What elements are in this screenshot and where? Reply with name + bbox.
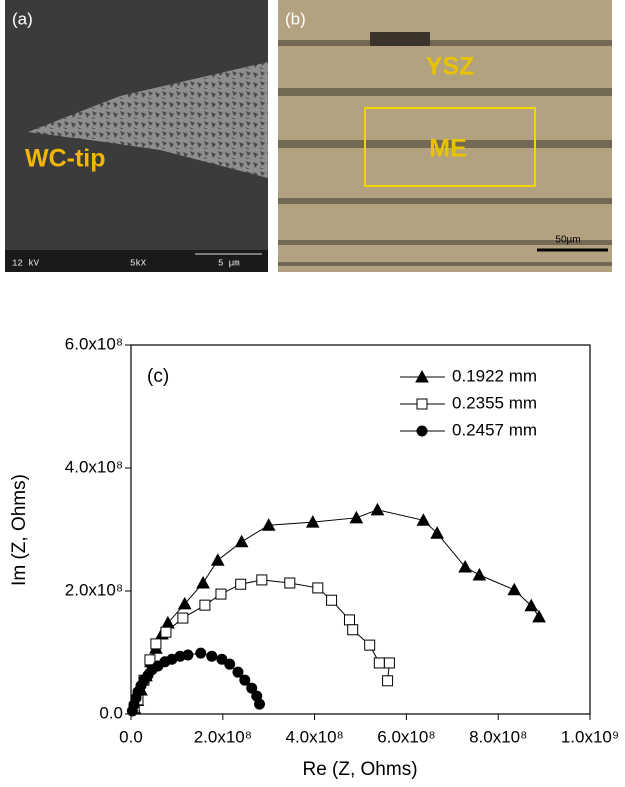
info-bar xyxy=(5,250,268,272)
marker xyxy=(150,638,162,650)
panel-label: (a) xyxy=(12,9,33,28)
sem-info: 5 µm xyxy=(218,258,240,268)
x-tick-label: 4.0x10⁸ xyxy=(285,727,343,746)
marker xyxy=(196,575,210,589)
y-axis-label: Im (Z, Ohms) xyxy=(9,474,30,586)
marker xyxy=(364,639,376,651)
series-line xyxy=(133,579,390,709)
x-tick-label: 1.0x10⁹ xyxy=(561,727,619,746)
marker xyxy=(472,567,487,581)
marker xyxy=(524,598,539,612)
panel-label: (b) xyxy=(285,9,306,28)
marker xyxy=(383,657,395,669)
marker xyxy=(215,588,227,600)
panel-b: (b) YSZ ME 50µm xyxy=(278,0,612,272)
x-tick-label: 6.0x10⁸ xyxy=(377,727,435,746)
marker xyxy=(210,553,225,566)
tip-label: WC-tip xyxy=(25,145,106,173)
marker xyxy=(235,578,247,590)
marker xyxy=(347,624,359,636)
defect xyxy=(370,32,430,46)
marker xyxy=(182,649,194,661)
marker xyxy=(343,614,355,626)
marker xyxy=(177,612,189,624)
marker xyxy=(177,596,192,610)
marker xyxy=(349,510,364,524)
sem-info: 12 kV xyxy=(12,258,40,268)
marker xyxy=(199,599,211,611)
scale-label: 50µm xyxy=(555,235,580,246)
legend-label: 0.1922 mm xyxy=(452,366,537,385)
marker xyxy=(373,657,385,669)
marker xyxy=(261,518,276,531)
legend-marker xyxy=(416,398,428,410)
legend-label: 0.2457 mm xyxy=(452,420,537,439)
legend-marker xyxy=(415,369,429,383)
region-label: YSZ xyxy=(426,53,475,81)
marker xyxy=(532,609,546,623)
marker xyxy=(254,698,266,710)
legend-marker xyxy=(416,425,428,437)
sem-info: 5kX xyxy=(130,258,147,268)
y-tick-label: 6.0x10⁸ xyxy=(65,334,123,353)
marker xyxy=(416,513,431,526)
y-tick-label: 0.0 xyxy=(99,703,123,722)
chart-annotation: (c) xyxy=(147,366,169,387)
stripes xyxy=(278,40,612,266)
x-axis-label: Re (Z, Ohms) xyxy=(302,759,417,780)
marker xyxy=(195,647,207,659)
marker xyxy=(507,582,522,596)
plot-frame xyxy=(130,344,591,715)
marker xyxy=(284,577,296,589)
marker xyxy=(256,574,268,586)
marker xyxy=(370,502,385,516)
marker xyxy=(430,526,444,539)
marker xyxy=(234,534,249,548)
y-tick-label: 4.0x10⁸ xyxy=(65,457,123,476)
marker xyxy=(458,559,472,573)
marker xyxy=(239,674,251,686)
legend-label: 0.2355 mm xyxy=(452,393,537,412)
x-tick-label: 2.0x10⁸ xyxy=(194,727,252,746)
marker xyxy=(232,666,244,678)
series-line xyxy=(133,509,540,709)
marker xyxy=(246,682,258,694)
marker xyxy=(312,582,324,594)
marker xyxy=(206,650,218,662)
region-label: ME xyxy=(429,135,467,163)
marker xyxy=(382,675,394,687)
x-tick-label: 8.0x10⁸ xyxy=(469,727,527,746)
panel-a: (a) WC-tip 12 kV 5kX 5 µm xyxy=(5,0,268,272)
marker xyxy=(326,594,338,606)
highlight-box xyxy=(364,107,536,187)
marker xyxy=(305,515,320,528)
marker xyxy=(224,658,236,670)
tip-shape xyxy=(28,62,268,178)
marker xyxy=(160,626,172,638)
marker xyxy=(216,653,228,665)
y-tick-label: 2.0x10⁸ xyxy=(65,580,123,599)
x-tick-label: 0.0 xyxy=(119,727,143,746)
